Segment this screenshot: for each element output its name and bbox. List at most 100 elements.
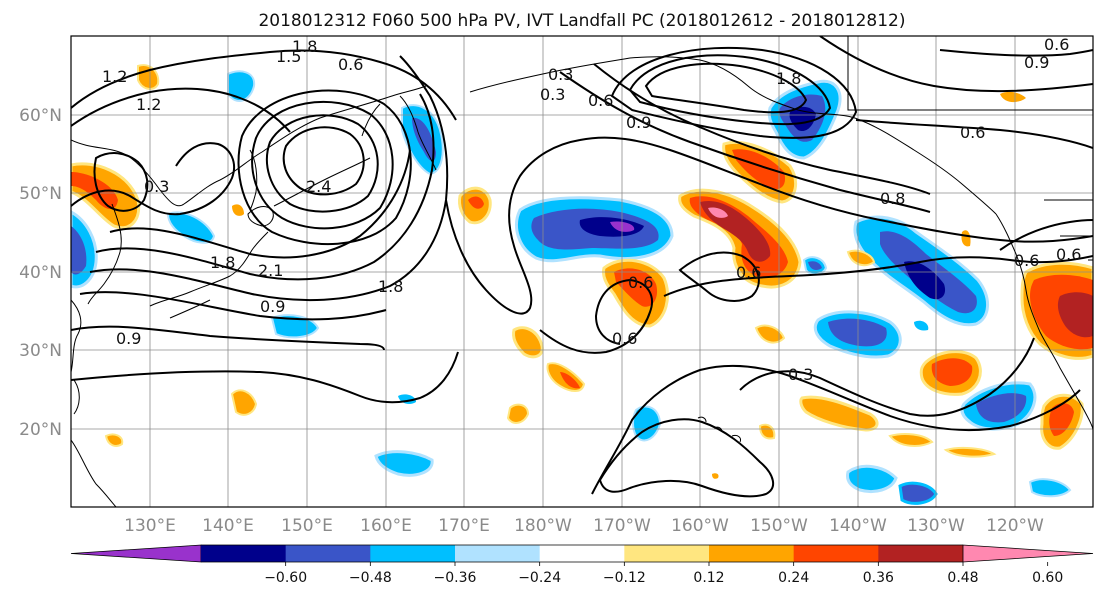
lon-label: 170°E [438,516,490,536]
colorbar-segment [878,545,964,562]
contour-high-ring-3 [251,100,394,230]
colorbar-segment [370,545,456,562]
lon-axis: 130°E 140°E 150°E 160°E 170°E 180°W 170°… [124,516,1044,536]
shade-pink-gulf [708,207,728,218]
shade-orange-175w [512,326,544,359]
contour-label: 0.6 [736,263,761,282]
contour-alaska-band-2 [593,63,931,195]
contour-high-ring-2 [265,114,379,213]
colorbar-tick-label: 0.12 [693,570,724,586]
shade-orange-152w [754,324,786,344]
contour-label: 0.6 [1044,35,1069,54]
shade-darkred-california [1057,292,1093,338]
colorbar-extend-max [962,544,1094,563]
coast-asia-mainland [71,85,427,207]
colorbar-tick-label: −0.36 [434,570,477,586]
colorbar-tick-label: −0.24 [518,570,561,586]
contour-label: 0.9 [260,297,285,316]
colorbar-segment [539,545,625,562]
lon-label: 170°W [593,516,651,536]
lon-label: 160°E [360,516,412,536]
shade-orange-alaska-n [1000,91,1026,103]
shade-orange-155w-small [758,423,776,440]
contour-north-0.9 [939,49,1093,57]
colorbar-segment [285,545,371,562]
colorbar-segment [709,545,795,562]
shade-red-bc [732,149,786,190]
contour-0.6-mid-2 [663,255,1093,297]
contour-west-loop [71,142,236,216]
shade-midblue-130w-sub [976,393,1027,423]
lat-label: 30°N [19,341,62,361]
contour-north-0.6-2 [855,119,1093,149]
contour-high-ring-1 [282,126,365,196]
contour-alaska-ring-2 [628,54,832,126]
contour-label: 2.4 [306,177,331,196]
contour-0.3-south-loop [598,418,775,498]
contour-label: 1.8 [210,253,235,272]
contour-0.6-south [71,351,459,404]
contour-label: 0.3 [788,365,813,384]
shade-mid-blue-japan-sea [71,226,87,275]
colorbar-segment [201,545,287,562]
contour-0.3-south [591,364,1081,495]
shade-blue-south-1 [374,450,434,477]
contour-label: 1.2 [102,67,127,86]
lon-label: 160°W [671,516,729,536]
coast-canada [995,213,1093,431]
contour-band-1 [109,149,411,259]
contour-west-upper [71,49,457,121]
coastlines [71,36,1093,507]
contour-central-big [445,136,1093,315]
shade-navy-140w [904,261,946,300]
shade-red-korea [71,172,118,210]
shade-blue-japan [166,211,216,244]
lat-label: 50°N [19,184,62,204]
coast-hokkaido [247,206,274,227]
lon-label: 130°W [907,516,965,536]
contour-label: 0.8 [880,189,905,208]
lat-label: 20°N [19,420,62,440]
contour-label: 1.8 [776,69,801,88]
shade-orange-sw-small [104,433,124,447]
contour-label: 1.8 [292,37,317,56]
colorbar-labels: −0.60 −0.48 −0.36 −0.24 −0.12 0.12 0.24 0.36 0.4… [264,562,1063,586]
coast-japan [149,231,269,319]
contour-band-3 [89,55,449,302]
shade-midblue-150w [828,318,887,347]
contour-label: 0.3 [540,85,565,104]
contour-label: 0.6 [338,55,363,74]
shade-midblue-145w-small [808,261,822,270]
shade-orange-138w-low [943,446,997,458]
contour-label: 1.8 [378,277,403,296]
lon-label: 150°E [281,516,333,536]
shade-orange-south-a [506,403,530,424]
colorbar: −0.60 −0.48 −0.36 −0.24 −0.12 0.12 0.24 0.36 0.4… [70,544,1094,586]
coast-alaska-north [847,36,1093,111]
shade-orange-philippine-sea [230,389,258,416]
coast-china [71,299,117,507]
map-frame [70,35,1094,508]
shade-orange-dot-hawaii [712,473,719,479]
shade-orange-hokkaido [232,204,244,216]
contour-band-4 [79,291,387,321]
shade-blue-pac-sw [270,314,320,339]
coast-kurils [273,157,371,207]
colorbar-tick-label: −0.60 [264,570,307,586]
contour-label: 0.9 [1024,53,1049,72]
coast-sakhalin [249,149,258,211]
lat-label: 60°N [19,106,62,126]
contour-label: 0.9 [626,113,651,132]
shade-blue-sakhalin [227,70,256,102]
contour-label: 0.3 [548,65,573,84]
lat-axis: 20°N 30°N 40°N 50°N 60°N [19,106,62,440]
contour-central-low [539,278,653,354]
contour-label: 0.6 [1014,251,1039,270]
contour-0.3-east [739,337,1035,417]
lat-label: 40°N [19,263,62,283]
map-panel: 1.8 1.5 1.2 1.2 0.6 0.3 0.6 0.9 1.8 0.6 … [70,35,1094,508]
contour-label: 0.6 [1056,245,1081,264]
shade-midblue-kamchatka [412,117,436,161]
contour-label: 0.9 [116,329,141,348]
